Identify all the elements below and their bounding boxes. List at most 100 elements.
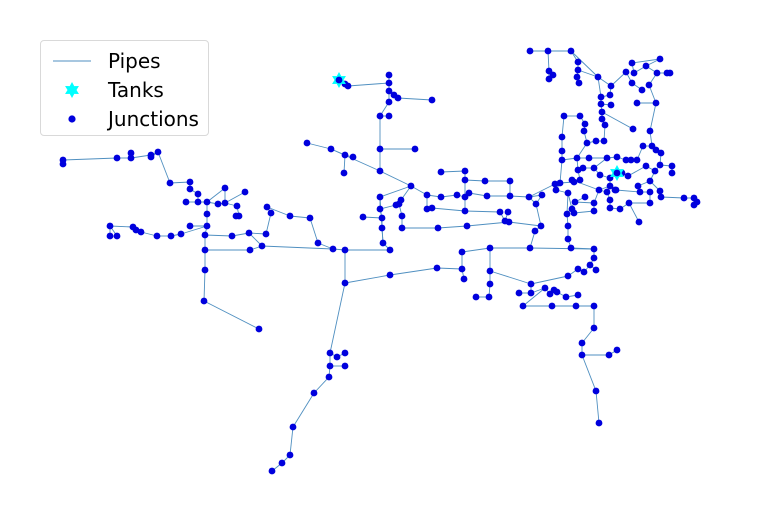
junction-node [616, 205, 624, 213]
junction-node [349, 153, 357, 161]
junction-node [558, 147, 566, 155]
pipe [489, 270, 532, 285]
legend-item-pipes: Pipes [41, 49, 208, 73]
junction-node [585, 154, 593, 162]
junction-node [166, 179, 174, 187]
junction-node [376, 205, 384, 213]
junction-node [177, 230, 185, 238]
junction-node [154, 148, 162, 156]
junction-node [580, 127, 588, 135]
junction-node [583, 139, 591, 147]
junction-node [437, 193, 445, 201]
pipe [203, 269, 206, 302]
junction-node [635, 218, 643, 226]
junction-node [327, 145, 335, 153]
junction-node [580, 268, 588, 276]
pipe [157, 151, 171, 184]
pipe [627, 165, 647, 177]
junction-node [106, 222, 114, 230]
junction-node [127, 154, 135, 162]
legend-label-junctions: Junctions [108, 107, 199, 131]
pipe [649, 102, 657, 132]
junction-node [341, 362, 349, 370]
pipe [62, 157, 118, 161]
junction-node [657, 193, 665, 201]
junction-node [386, 271, 394, 279]
pipe [347, 82, 390, 87]
junction-node [289, 423, 297, 431]
junction-node [286, 451, 294, 459]
junction-node [526, 244, 534, 252]
pipe [615, 189, 641, 193]
pipe [109, 225, 134, 228]
junction-node [622, 156, 630, 164]
junction-node [532, 200, 540, 208]
junction-node [592, 387, 600, 395]
junction-node [576, 112, 584, 120]
junction-node [153, 232, 161, 240]
junction-node [341, 151, 349, 159]
junction-node [106, 232, 114, 240]
junction-node [552, 186, 560, 194]
junction-node [553, 288, 561, 296]
junction-node [433, 264, 441, 272]
pipe [570, 50, 599, 78]
junction-node [657, 149, 665, 157]
junction-node [201, 266, 209, 274]
junction-node [341, 246, 349, 254]
junction-node [458, 265, 466, 273]
pipe [528, 183, 556, 198]
junction-node [182, 198, 190, 206]
pipe [570, 247, 595, 250]
junction-node [586, 261, 594, 269]
junction-node [572, 302, 580, 310]
pipe [440, 170, 466, 173]
junction-node [592, 266, 600, 274]
pipe [595, 390, 600, 424]
junction-node [437, 168, 445, 176]
junction-node [598, 115, 606, 123]
junction-node [407, 182, 415, 190]
junction-node [573, 73, 581, 81]
junction-node [453, 191, 461, 199]
junction-node [574, 265, 582, 273]
junction-node [597, 93, 605, 101]
junction-node [186, 178, 194, 186]
junction-node [601, 121, 609, 129]
junction-node [666, 69, 674, 77]
junction-node [551, 180, 559, 188]
legend: Pipes Tanks Junctions [40, 40, 209, 136]
junction-node [376, 145, 384, 153]
junction-node [638, 86, 646, 94]
junction-node [525, 193, 533, 201]
junction-node [624, 172, 632, 180]
junction-node [506, 177, 514, 185]
pipe [522, 287, 546, 307]
junction-node [461, 176, 469, 184]
junction-node [628, 59, 636, 67]
junction-node [483, 192, 491, 200]
junction-node [428, 204, 436, 212]
junction-node [258, 242, 266, 250]
junction-node [303, 139, 311, 147]
junction-node [385, 71, 393, 79]
junction-node [645, 81, 653, 89]
junction-node [515, 289, 523, 297]
junction-node [646, 177, 654, 185]
pipe [397, 97, 433, 101]
junction-node [167, 232, 175, 240]
legend-label-pipes: Pipes [108, 49, 161, 73]
junction-node [310, 389, 318, 397]
junction-node [668, 169, 676, 177]
junction-node [578, 351, 586, 359]
junction-node [340, 169, 348, 177]
legend-label-tanks: Tanks [108, 78, 164, 102]
junction-node [203, 198, 211, 206]
pipe [535, 203, 542, 227]
junction-node [594, 73, 602, 81]
junction-node [567, 47, 575, 55]
junction-node [200, 297, 208, 305]
junction-node [221, 199, 229, 207]
junction-node [567, 244, 575, 252]
junction-node [137, 228, 145, 236]
